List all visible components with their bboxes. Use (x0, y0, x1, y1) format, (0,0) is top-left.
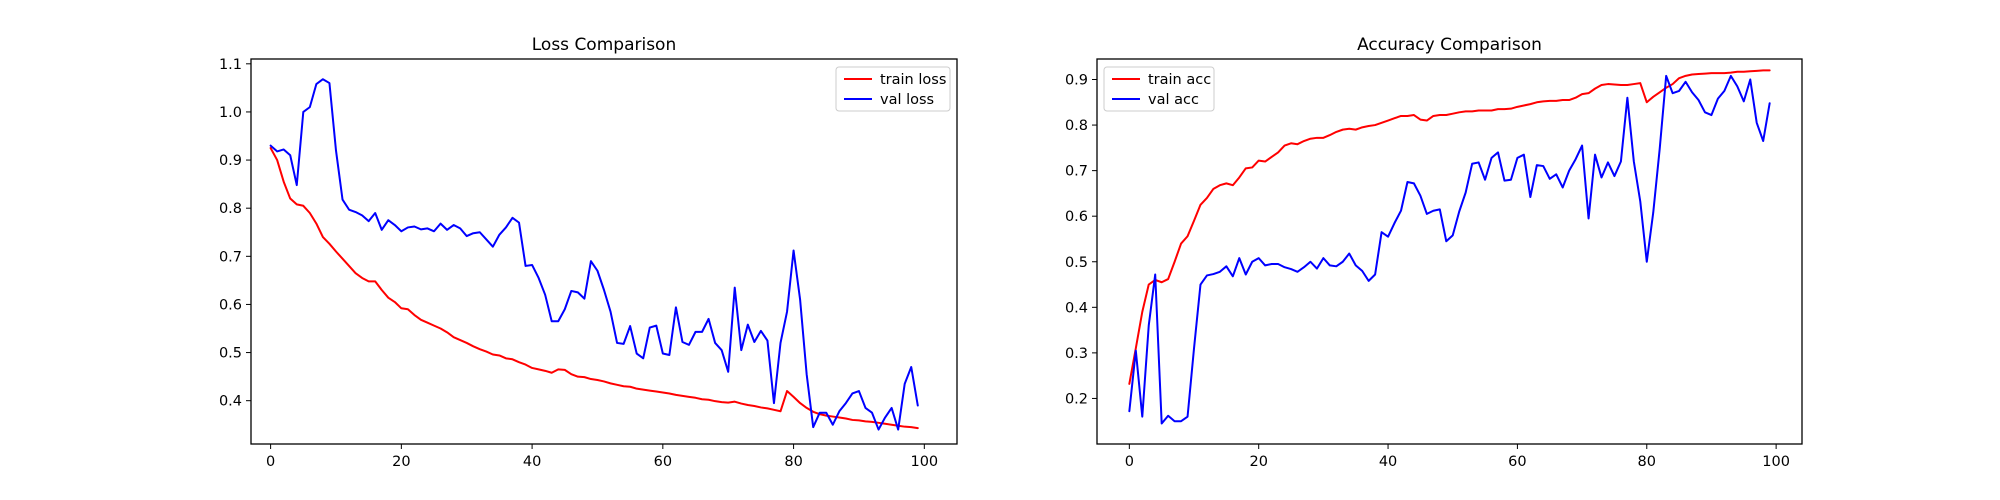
x-tick-label: 100 (910, 454, 938, 470)
y-tick-label: 0.5 (219, 346, 242, 362)
legend-label-val-acc: val acc (1148, 92, 1199, 108)
x-tick-label: 0 (1125, 454, 1134, 470)
legend-label-val-loss: val loss (880, 92, 934, 108)
y-tick-label: 0.5 (1065, 255, 1088, 271)
x-tick-label: 100 (1762, 454, 1790, 470)
y-tick-label: 0.7 (219, 249, 242, 265)
x-tick-label: 20 (1249, 454, 1267, 470)
legend-label-train-acc: train acc (1148, 72, 1211, 88)
tick-group: 0 20 40 60 80 100 0.4 0.5 0.6 0.7 0.8 0.9 1.0 1.1 (219, 57, 938, 470)
legend: train loss val loss (835, 66, 951, 112)
loss-comparison-chart: Loss Comparison 0 20 40 60 80 100 0.4 0.5 0.6 0.7… (219, 35, 958, 470)
x-tick-label: 20 (392, 454, 410, 470)
axes-frame (1096, 58, 1803, 445)
y-tick-label: 0.9 (219, 153, 242, 169)
y-tick-label: 0.9 (1065, 73, 1088, 89)
y-tick-label: 0.8 (219, 201, 242, 217)
y-tick-label: 1.0 (219, 105, 242, 121)
plot-area (1128, 69, 1771, 425)
x-tick-label: 60 (654, 454, 672, 470)
x-tick-label: 40 (1379, 454, 1397, 470)
x-tick-label: 0 (266, 454, 275, 470)
series-line-val-acc (1128, 74, 1771, 425)
y-tick-label: 1.1 (219, 57, 242, 73)
y-tick-label: 0.3 (1065, 346, 1088, 362)
series-line-val-loss (269, 78, 919, 431)
y-tick-label: 0.6 (1065, 209, 1088, 225)
y-tick-label: 0.8 (1065, 118, 1088, 134)
x-tick-label: 60 (1508, 454, 1526, 470)
plot-area (269, 78, 919, 431)
x-tick-label: 40 (523, 454, 541, 470)
series-line-train-loss (269, 147, 919, 430)
y-tick-label: 0.2 (1065, 391, 1088, 407)
y-tick-label: 0.7 (1065, 164, 1088, 180)
axes-frame (250, 58, 958, 445)
chart-title: Accuracy Comparison (1357, 35, 1542, 55)
y-tick-label: 0.4 (1065, 300, 1088, 316)
tick-group: 0 20 40 60 80 100 0.2 0.3 0.4 0.5 0.6 0.7 0.8 0.9 (1065, 73, 1790, 470)
y-tick-label: 0.6 (219, 297, 242, 313)
chart-title: Loss Comparison (532, 35, 676, 55)
legend-label-train-loss: train loss (880, 72, 946, 88)
legend: train acc val acc (1103, 66, 1215, 112)
y-tick-label: 0.4 (219, 394, 242, 410)
x-tick-label: 80 (784, 454, 802, 470)
x-tick-label: 80 (1638, 454, 1656, 470)
accuracy-comparison-chart: Accuracy Comparison 0 20 40 60 80 100 0.2 0.3 0.… (1065, 35, 1803, 470)
series-line-train-acc (1128, 69, 1771, 385)
